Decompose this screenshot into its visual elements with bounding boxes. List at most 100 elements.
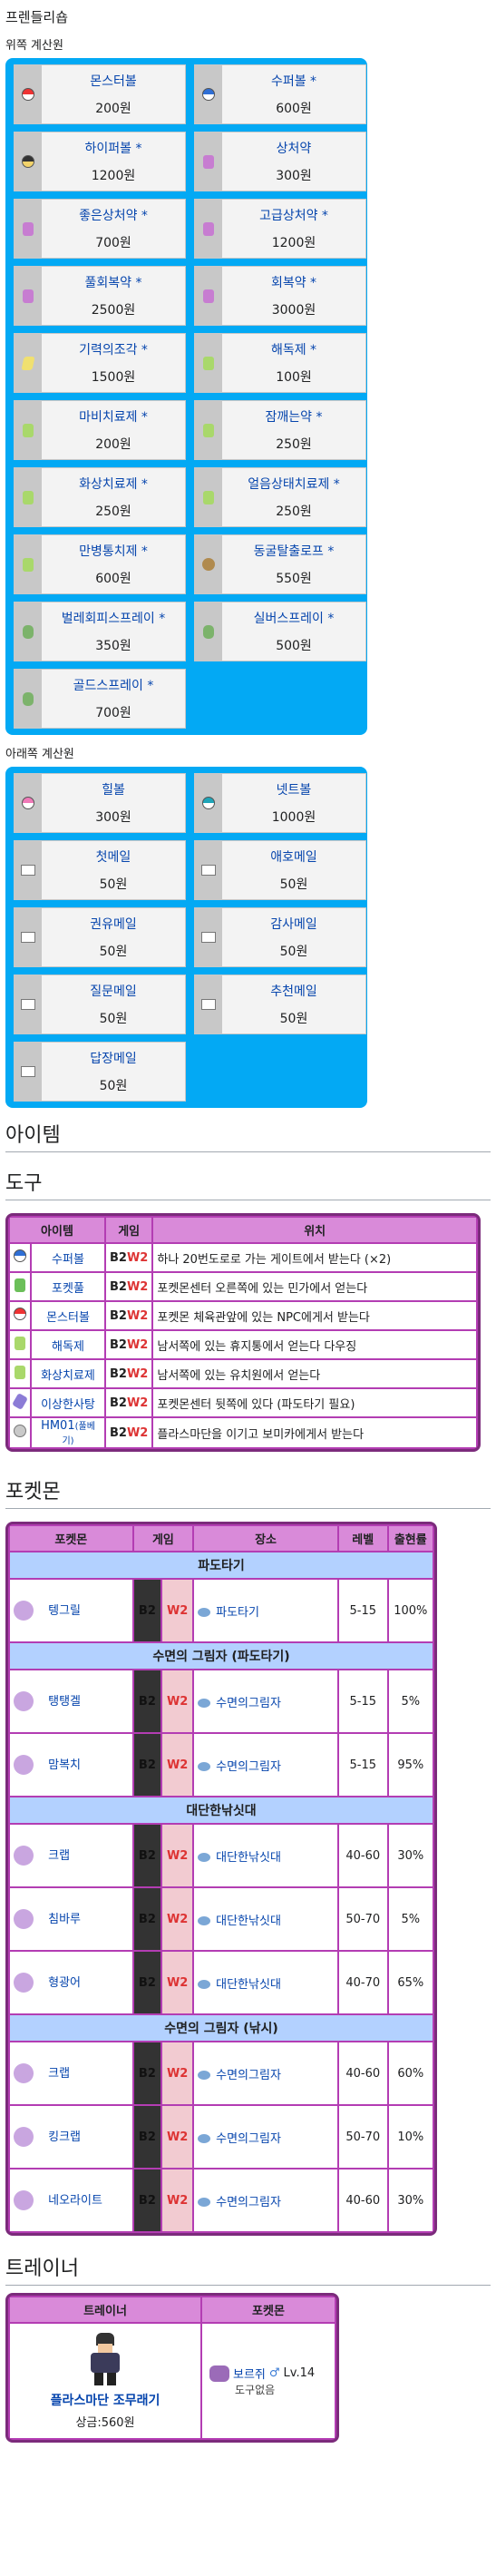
trainer-table: 트레이너 포켓몬 플라스마단 조무래기 상금:560원 보르쥐 ♂ bbox=[5, 2293, 339, 2443]
tool-item-link[interactable]: HM01 bbox=[41, 1419, 75, 1433]
lower-item-name-link[interactable]: 애호메일 bbox=[270, 850, 317, 865]
upper-item-name-link[interactable]: 회복약 * bbox=[270, 276, 317, 290]
upper-item-name-link[interactable]: 기력의조각 * bbox=[79, 343, 148, 358]
lower-item-price: 50원 bbox=[279, 877, 308, 892]
upper-item-name-link[interactable]: 몬스터볼 bbox=[90, 74, 137, 89]
upper-item-cell: 몬스터볼 200원 bbox=[14, 64, 186, 124]
upper-item-name-link[interactable]: 상처약 bbox=[276, 142, 312, 156]
lower-item-name-link[interactable]: 권유메일 bbox=[90, 917, 137, 932]
pokemon-name-link[interactable]: 형광어 bbox=[48, 1975, 82, 1990]
upper-item-name-link[interactable]: 하이퍼볼 * bbox=[84, 142, 142, 156]
tool-game-cell: B2W2 bbox=[106, 1302, 152, 1329]
lower-item-price: 50원 bbox=[99, 1079, 128, 1093]
pokemon-place-link[interactable]: 수면의그림자 bbox=[216, 1759, 281, 1774]
trainer-name-link[interactable]: 플라스마단 조무래기 bbox=[50, 2393, 160, 2408]
medicine-icon bbox=[10, 1360, 30, 1387]
medicine-icon bbox=[15, 401, 42, 459]
tool-game-cell: B2W2 bbox=[106, 1418, 152, 1447]
pokemon-level: 50-70 bbox=[338, 2106, 387, 2168]
lower-item-name-link[interactable]: 첫메일 bbox=[95, 850, 131, 865]
purrloin-icon bbox=[209, 2365, 229, 2382]
game-b2-label: B2 bbox=[138, 1912, 156, 1926]
tool-item-link[interactable]: 해독제 bbox=[52, 1339, 84, 1354]
lower-item-name-link[interactable]: 힐볼 bbox=[102, 783, 125, 798]
pokemon-name-link[interactable]: 네오라이트 bbox=[48, 2193, 102, 2208]
upper-item-name-link[interactable]: 얼음상태치료제 * bbox=[248, 477, 340, 492]
section-title: 파도타기 bbox=[10, 1552, 433, 1578]
upper-item-price: 3000원 bbox=[271, 303, 316, 318]
tool-location: 남서쪽에 있는 휴지통에서 얻는다 다우징 bbox=[153, 1331, 476, 1358]
tool-item-cell: 화상치료제 bbox=[32, 1360, 104, 1387]
pokemon-place-link[interactable]: 수면의그림자 bbox=[216, 1696, 281, 1710]
medicine-icon bbox=[195, 401, 222, 459]
pokemon-name-link[interactable]: 크랩 bbox=[48, 2066, 71, 2081]
pokemon-place-link[interactable]: 대단한낚싯대 bbox=[216, 1850, 281, 1865]
pokemon-name-cell: 크랩 bbox=[10, 2042, 132, 2104]
pokemon-name-link[interactable]: 침바루 bbox=[48, 1912, 82, 1926]
tool-item-link[interactable]: 화상치료제 bbox=[41, 1368, 95, 1383]
pokemon-place-link[interactable]: 수면의그림자 bbox=[216, 2131, 281, 2146]
lower-item-name-link[interactable]: 답장메일 bbox=[90, 1052, 137, 1066]
medicine-icon bbox=[15, 535, 42, 593]
game-b2-label: B2 bbox=[138, 2130, 156, 2144]
upper-item-name-link[interactable]: 고급상처약 * bbox=[259, 209, 328, 223]
tool-item-extra[interactable]: (풀베기) bbox=[62, 1422, 95, 1446]
upper-item-name-link[interactable]: 동굴탈출로프 * bbox=[253, 544, 335, 559]
pokemon-col-place: 장소 bbox=[194, 1526, 337, 1551]
upper-item-cell: 풀회복약 * 2500원 bbox=[14, 266, 186, 326]
pokemon-place-link[interactable]: 수면의그림자 bbox=[216, 2195, 281, 2209]
upper-item-name-link[interactable]: 풀회복약 * bbox=[84, 276, 142, 290]
pokemon-place-link[interactable]: 파도타기 bbox=[216, 1605, 259, 1620]
upper-item-name-link[interactable]: 벌레회피스프레이 * bbox=[61, 612, 166, 626]
lower-item-name-link[interactable]: 넷트볼 bbox=[276, 783, 312, 798]
upper-item-name-link[interactable]: 골드스프레이 * bbox=[73, 679, 154, 693]
tool-item-link[interactable]: 포켓풀 bbox=[52, 1281, 84, 1296]
game-b2-label: B2 bbox=[138, 1848, 156, 1863]
pokemon-name-link[interactable]: 크랩 bbox=[48, 1848, 71, 1863]
game-w2-label: W2 bbox=[166, 2193, 189, 2208]
upper-item-name-link[interactable]: 해독제 * bbox=[270, 343, 317, 358]
tool-item-link[interactable]: 이상한사탕 bbox=[41, 1397, 95, 1412]
lower-item-cell: 질문메일 50원 bbox=[14, 975, 186, 1034]
potion-icon bbox=[15, 267, 42, 325]
pokemon-name-link[interactable]: 텡그릴 bbox=[48, 1603, 82, 1618]
game-b2-cell: B2 bbox=[133, 1888, 161, 1950]
upper-item-cell: 좋은상처약 * 700원 bbox=[14, 199, 186, 259]
upper-item-name-link[interactable]: 실버스프레이 * bbox=[253, 612, 335, 626]
lower-calc-label: 아래쪽 계산원 bbox=[5, 748, 74, 761]
trainer-sprite bbox=[82, 2332, 129, 2385]
lower-item-name-link[interactable]: 추천메일 bbox=[270, 984, 317, 999]
trainer-pokemon-link[interactable]: 보르쥐 bbox=[233, 2368, 266, 2382]
upper-item-price: 250원 bbox=[276, 437, 312, 452]
pokemon-name-link[interactable]: 맘복치 bbox=[48, 1758, 82, 1772]
upper-item-name-link[interactable]: 수퍼볼 * bbox=[270, 74, 317, 89]
upper-item-name-link[interactable]: 좋은상처약 * bbox=[79, 209, 148, 223]
place-icon bbox=[198, 1608, 211, 1617]
lower-item-price: 1000원 bbox=[271, 810, 316, 825]
gender-male-icon: ♂ bbox=[268, 2366, 280, 2380]
tool-item-link[interactable]: 수퍼볼 bbox=[52, 1252, 84, 1267]
upper-item-name-link[interactable]: 잠깨는약 * bbox=[265, 410, 323, 425]
pokemon-place-link[interactable]: 대단한낚싯대 bbox=[216, 1977, 281, 1992]
rope-icon bbox=[195, 535, 222, 593]
trainer-cell: 플라스마단 조무래기 상금:560원 bbox=[10, 2324, 200, 2438]
game-b2-label: B2 bbox=[138, 1975, 156, 1990]
upper-item-name-link[interactable]: 화상치료제 * bbox=[79, 477, 148, 492]
pokemon-table: 포켓몬 게임 장소 레벨 출현률 파도타기 텡그릴 B2 W2 파도타기 5-15 100… bbox=[5, 1522, 437, 2236]
upper-item-price: 700원 bbox=[95, 236, 131, 250]
place-icon bbox=[198, 1762, 211, 1771]
pokemon-level: 40-60 bbox=[338, 1825, 387, 1886]
pokemon-place-link[interactable]: 대단한낚싯대 bbox=[216, 1914, 281, 1928]
pokemon-name-link[interactable]: 탱탱겔 bbox=[48, 1694, 82, 1709]
pokemon-name-link[interactable]: 킹크랩 bbox=[48, 2130, 82, 2144]
game-b2-label: B2 bbox=[138, 1758, 156, 1772]
pokemon-place-link[interactable]: 수면의그림자 bbox=[216, 2068, 281, 2082]
upper-item-name-link[interactable]: 마비치료제 * bbox=[79, 410, 148, 425]
lower-item-name-link[interactable]: 질문메일 bbox=[90, 984, 137, 999]
game-w2-label: W2 bbox=[166, 1848, 189, 1863]
pokemon-level: 5-15 bbox=[338, 1580, 387, 1641]
upper-calc-label: 위쪽 계산원 bbox=[5, 39, 63, 53]
lower-item-name-link[interactable]: 감사메일 bbox=[270, 917, 317, 932]
tool-item-link[interactable]: 몬스터볼 bbox=[46, 1310, 90, 1325]
upper-item-name-link[interactable]: 만병통치제 * bbox=[79, 544, 148, 559]
